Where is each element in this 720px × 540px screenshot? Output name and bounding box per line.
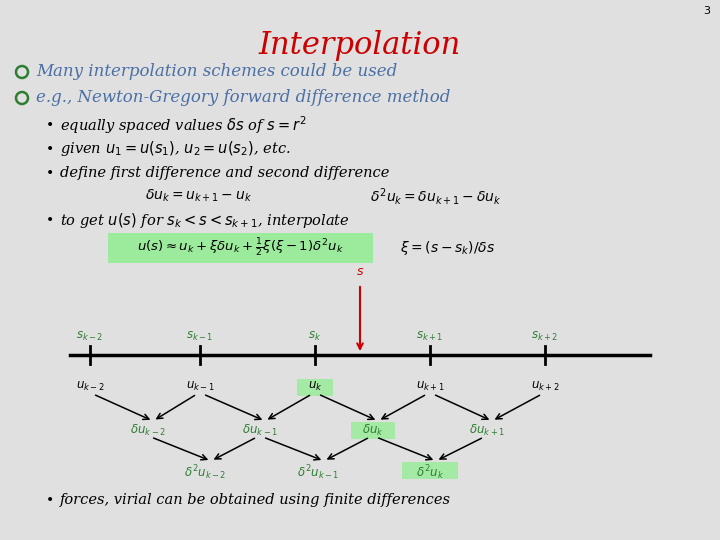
Text: e.g., Newton-Gregory forward difference method: e.g., Newton-Gregory forward difference … [36,90,451,106]
Text: •: • [46,493,54,507]
Text: •: • [46,142,54,156]
Text: $\delta^2 u_k$: $\delta^2 u_k$ [416,463,444,482]
Text: •: • [46,213,54,227]
Text: equally spaced values $\delta s$ of $s = r^2$: equally spaced values $\delta s$ of $s =… [60,114,307,136]
Text: $\xi = (s - s_k)/\delta s$: $\xi = (s - s_k)/\delta s$ [400,239,495,257]
Text: $\delta u_{k+1}$: $\delta u_{k+1}$ [469,423,505,438]
Text: $\delta u_{k-1}$: $\delta u_{k-1}$ [242,423,278,438]
Text: $\delta u_k$: $\delta u_k$ [362,423,384,438]
Text: $u_{k-2}$: $u_{k-2}$ [76,380,104,393]
Text: •: • [46,118,54,132]
Text: $u(s) \approx u_k + \xi\delta u_k + \frac{1}{2}\xi(\xi-1)\delta^2 u_k$: $u(s) \approx u_k + \xi\delta u_k + \fra… [137,237,344,259]
Text: $\delta^2 u_k = \delta u_{k+1} - \delta u_k$: $\delta^2 u_k = \delta u_{k+1} - \delta … [370,186,502,206]
Text: $s$: $s$ [356,265,364,278]
Text: forces, virial can be obtained using finite differences: forces, virial can be obtained using fin… [60,493,451,507]
Text: $s_{k-1}$: $s_{k-1}$ [186,330,214,343]
Bar [402,462,458,479]
Text: $\delta^2 u_{k-2}$: $\delta^2 u_{k-2}$ [184,463,226,482]
Text: $\delta^2 u_{k-1}$: $\delta^2 u_{k-1}$ [297,463,339,482]
Text: $s_{k-2}$: $s_{k-2}$ [76,330,104,343]
Text: $s_k$: $s_k$ [308,330,322,343]
Text: $u_{k+1}$: $u_{k+1}$ [415,380,444,393]
Text: Many interpolation schemes could be used: Many interpolation schemes could be used [36,64,397,80]
Bar [297,379,333,396]
Bar [351,422,395,439]
Text: •: • [46,166,54,180]
Text: $u_{k-1}$: $u_{k-1}$ [186,380,215,393]
Text: given $u_1 = u(s_1)$, $u_2 = u(s_2)$, etc.: given $u_1 = u(s_1)$, $u_2 = u(s_2)$, et… [60,139,291,159]
Text: $\delta u_{k-2}$: $\delta u_{k-2}$ [130,423,166,438]
Text: $\delta u_k = u_{k+1} - u_k$: $\delta u_k = u_{k+1} - u_k$ [145,188,252,204]
Text: 3: 3 [703,6,710,16]
Text: Interpolation: Interpolation [259,30,461,61]
Text: $u_k$: $u_k$ [307,380,323,393]
Text: $s_{k+1}$: $s_{k+1}$ [416,330,444,343]
Text: $s_{k+2}$: $s_{k+2}$ [531,330,559,343]
Text: to get $u(s)$ for $s_k < s < s_{k+1}$, interpolate: to get $u(s)$ for $s_k < s < s_{k+1}$, i… [60,211,350,229]
Text: define first difference and second difference: define first difference and second diffe… [60,166,390,180]
Text: $u_{k+2}$: $u_{k+2}$ [531,380,559,393]
Bar [108,233,373,263]
